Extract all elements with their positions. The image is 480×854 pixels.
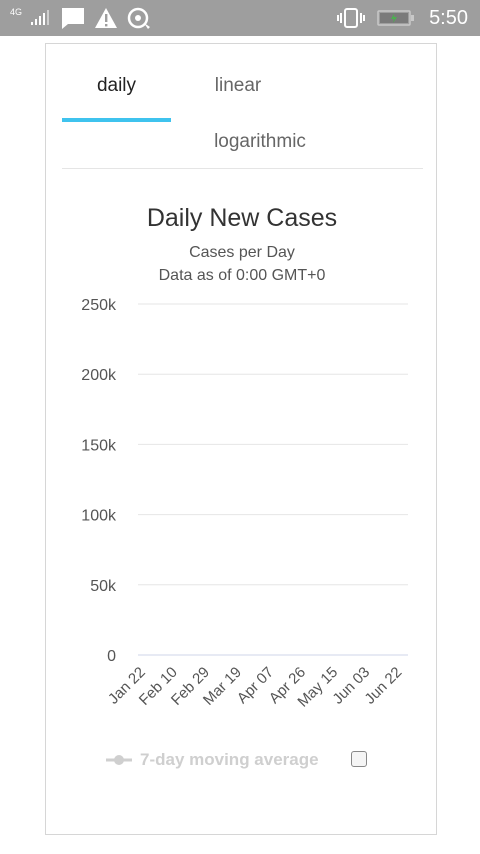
tabs-divider <box>62 168 423 169</box>
warning-icon <box>95 8 118 28</box>
sync-icon <box>127 7 151 29</box>
legend-label: 7-day moving average <box>140 750 319 769</box>
legend-line-marker-icon <box>106 755 132 765</box>
message-icon <box>62 8 85 29</box>
status-time: 5:50 <box>429 6 468 29</box>
status-bar: 4G <box>0 0 480 36</box>
y-tick-label: 50k <box>90 578 117 595</box>
legend[interactable]: 7-day moving average <box>106 747 406 773</box>
tab-logarithmic[interactable]: logarithmic <box>214 131 306 152</box>
y-tick-label: 200k <box>81 367 117 384</box>
status-left: 4G <box>10 0 152 36</box>
tab-daily[interactable]: daily <box>96 75 137 96</box>
y-tick-label: 0 <box>107 648 116 665</box>
tab-linear[interactable]: linear <box>214 75 262 96</box>
active-tab-indicator <box>62 118 171 122</box>
chart-card: daily linear logarithmic Daily New Cases… <box>45 43 437 835</box>
y-tick-label: 250k <box>81 297 117 314</box>
network-type-label: 4G <box>10 7 23 17</box>
battery-icon <box>377 10 415 26</box>
chart-data-note: Data as of 0:00 GMT+0 <box>158 267 326 284</box>
signal-icon <box>31 10 50 25</box>
vibrate-icon <box>337 8 366 28</box>
y-tick-label: 150k <box>81 437 117 454</box>
chart-subtitle: Cases per Day <box>189 244 295 261</box>
y-tick-label: 100k <box>81 508 117 525</box>
moving-average-checkbox[interactable] <box>351 751 367 767</box>
x-tick-label: Jun 22 <box>361 664 405 708</box>
status-right: 5:50 <box>337 0 468 36</box>
chart-title: Daily New Cases <box>146 204 338 232</box>
